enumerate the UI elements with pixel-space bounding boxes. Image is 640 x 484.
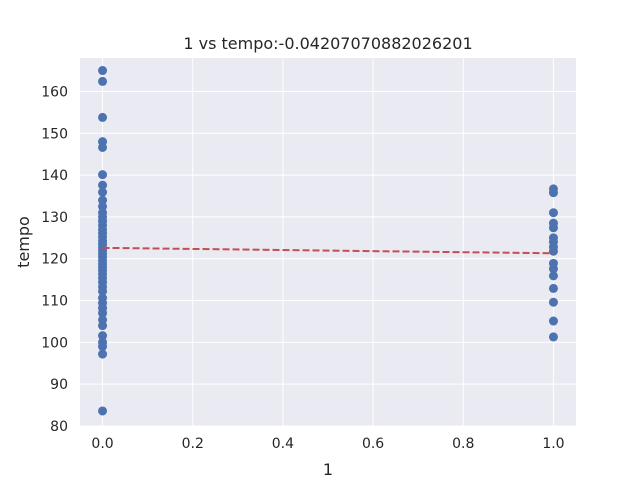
- y-tick-label: 140: [41, 168, 68, 184]
- axis-ticks: 0.0 0.2 0.4 0.6 0.8 1.0 80 90 100 110 120 130 140 150…: [41, 84, 564, 452]
- data-point: [548, 188, 558, 198]
- data-point: [98, 112, 108, 122]
- y-tick-label: 120: [41, 252, 68, 268]
- data-point: [98, 187, 108, 197]
- data-point: [98, 195, 108, 205]
- trend-line-group: [102, 246, 554, 255]
- trend-line: [102, 246, 554, 255]
- data-point: [98, 180, 108, 190]
- data-point: [98, 349, 108, 359]
- x-tick-label: 0.6: [362, 436, 384, 452]
- x-tick-label: 0.8: [452, 436, 474, 452]
- y-tick-label: 150: [41, 126, 68, 142]
- data-point: [98, 321, 108, 331]
- data-point: [548, 332, 558, 342]
- y-tick-label: 110: [41, 294, 68, 310]
- data-point: [98, 286, 108, 296]
- data-point: [98, 142, 108, 152]
- data-point: [98, 406, 108, 416]
- data-point: [98, 331, 108, 341]
- data-point: [548, 271, 558, 281]
- plot-area: [80, 58, 576, 426]
- y-tick-label: 100: [41, 335, 68, 351]
- y-tick-label: 130: [41, 210, 68, 226]
- data-point: [548, 264, 558, 274]
- y-tick-label: 80: [50, 419, 68, 435]
- data-point: [98, 342, 108, 352]
- data-point: [548, 316, 558, 326]
- data-point: [548, 223, 558, 233]
- data-point: [548, 297, 558, 307]
- x-tick-label: 0.2: [182, 436, 204, 452]
- data-point: [98, 308, 108, 318]
- y-tick-label: 160: [41, 84, 68, 100]
- x-tick-label: 0.0: [91, 436, 113, 452]
- x-tick-label: 0.4: [272, 436, 294, 452]
- data-point: [98, 170, 108, 180]
- data-point: [98, 201, 108, 211]
- x-axis-label: 1: [323, 460, 333, 479]
- data-point: [548, 246, 558, 256]
- data-point: [548, 283, 558, 293]
- data-point: [98, 76, 108, 86]
- grid-lines: [80, 58, 576, 427]
- y-tick-label: 90: [50, 377, 68, 393]
- y-axis-label: tempo: [14, 216, 33, 268]
- chart-title: 1 vs tempo:-0.04207070882026201: [183, 34, 472, 53]
- data-points: [98, 66, 558, 416]
- data-point: [98, 66, 108, 76]
- data-point: [548, 208, 558, 218]
- x-tick-label: 1.0: [542, 436, 564, 452]
